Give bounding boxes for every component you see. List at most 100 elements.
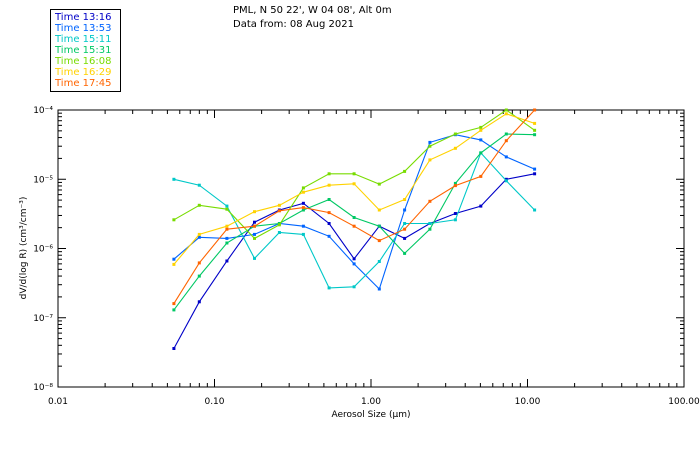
data-point [403, 198, 407, 201]
data-point [172, 302, 176, 306]
series-line [173, 134, 535, 291]
legend-entry: Time 15:31 [55, 45, 112, 56]
data-point [479, 204, 483, 208]
data-point [504, 139, 508, 143]
data-point [403, 236, 407, 240]
data-point [253, 232, 256, 236]
legend-entry: Time 16:08 [55, 56, 112, 67]
data-point [253, 256, 256, 260]
data-point [301, 206, 305, 210]
series [172, 151, 537, 290]
x-tick-label: 0.01 [48, 397, 68, 407]
data-point [225, 227, 229, 231]
legend-entry: Time 16:29 [55, 67, 112, 78]
data-point [377, 182, 381, 186]
y-axis-label: dV/d(log R) (cm³/cm⁻³) [19, 197, 29, 300]
data-point [197, 274, 201, 278]
data-point [533, 208, 537, 212]
data-point [225, 224, 229, 228]
data-point [327, 183, 331, 187]
data-point [377, 224, 381, 228]
data-point [533, 128, 537, 132]
data-point [301, 186, 305, 190]
y-tick-label: 10⁻⁸ [33, 383, 53, 393]
data-point [327, 172, 331, 176]
y-tick-label: 10⁻⁵ [33, 175, 53, 185]
data-point [377, 287, 381, 291]
data-point [403, 251, 407, 255]
data-point [327, 198, 331, 201]
data-point [301, 208, 305, 212]
data-point [428, 140, 432, 144]
data-point [197, 261, 201, 265]
data-point [479, 138, 483, 142]
data-point [504, 108, 508, 112]
data-point [403, 169, 407, 173]
y-tick-label: 10⁻⁶ [33, 245, 53, 255]
data-point [301, 190, 305, 194]
data-point [504, 112, 508, 116]
series [172, 112, 537, 266]
legend-entry: Time 17:45 [55, 78, 112, 89]
data-point [172, 257, 176, 261]
data-point [253, 236, 256, 240]
data-point [225, 236, 229, 240]
series [172, 132, 537, 312]
data-point [453, 132, 457, 136]
data-point [479, 125, 483, 129]
data-point [533, 108, 537, 112]
data-point [172, 262, 176, 266]
data-point [479, 128, 483, 132]
data-point [428, 227, 432, 231]
data-point [327, 222, 331, 225]
x-axis-label: Aerosol Size (μm) [332, 410, 411, 420]
series-line [173, 133, 535, 311]
x-tick-label: 100.00 [668, 397, 700, 407]
data-point [352, 262, 356, 266]
legend-entry: Time 13:53 [55, 23, 112, 34]
data-point [377, 239, 381, 243]
data-point [277, 203, 281, 207]
data-point [352, 216, 356, 219]
data-point [533, 121, 537, 125]
plot-frame [57, 109, 685, 388]
data-point [277, 223, 281, 227]
data-point [197, 300, 201, 304]
legend-entry: Time 15:11 [55, 34, 112, 45]
data-point [253, 224, 256, 228]
data-point [301, 232, 305, 236]
y-tick-label: 10⁻⁷ [33, 314, 53, 324]
data-point [453, 212, 457, 215]
location-header: PML, N 50 22', W 04 08', Alt 0m [233, 5, 392, 16]
data-point [533, 133, 537, 137]
date-header: Data from: 08 Aug 2021 [233, 19, 354, 30]
data-point [428, 222, 432, 225]
data-point [197, 232, 201, 236]
data-point [533, 172, 537, 176]
data-point [403, 208, 407, 212]
data-point [428, 199, 432, 203]
data-point [253, 210, 256, 214]
data-point [504, 132, 508, 136]
data-point [225, 207, 229, 211]
data-point [225, 204, 229, 208]
data-point [352, 172, 356, 176]
data-point [479, 174, 483, 178]
data-point [453, 184, 457, 188]
data-point [197, 183, 201, 187]
data-point [504, 179, 508, 183]
data-point [403, 227, 407, 231]
legend: Time 13:16 Time 13:53 Time 15:11 Time 15:31… [50, 9, 121, 92]
data-point [327, 286, 331, 290]
data-point [453, 146, 457, 150]
data-point [301, 201, 305, 205]
data-point [301, 224, 305, 228]
data-point [172, 218, 176, 222]
series [172, 108, 537, 306]
data-point [225, 259, 229, 263]
data-point [352, 182, 356, 186]
data-point [377, 260, 381, 263]
series [172, 172, 537, 350]
data-point [225, 241, 229, 245]
